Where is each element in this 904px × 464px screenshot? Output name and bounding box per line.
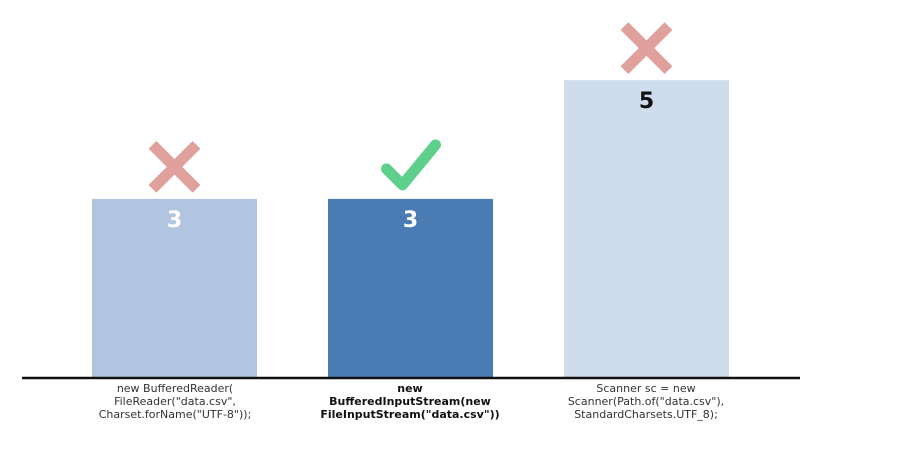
- category-label-1: new BufferedReader(FileReader("data.csv"…: [65, 382, 285, 421]
- bar-2: [328, 198, 493, 377]
- value-label-2: 3: [403, 208, 418, 233]
- category-label-line: new: [397, 382, 423, 395]
- category-label-line: BufferedInputStream(new: [329, 395, 491, 408]
- category-label-line: Scanner sc = new: [596, 382, 696, 395]
- category-label-line: Scanner(Path.of("data.csv"),: [567, 395, 725, 408]
- bar-3: [564, 80, 729, 378]
- value-label-3: 5: [639, 89, 654, 114]
- category-label-line: StandardCharsets.UTF_8);: [574, 408, 718, 421]
- category-label-2: new BufferedInputStream(new FileInputStrea…: [300, 382, 520, 421]
- value-label-1: 3: [167, 208, 182, 233]
- cross-icon: [620, 22, 673, 75]
- check-icon: [381, 139, 441, 191]
- category-label-3: Scanner sc = new Scanner(Path.of("data.cs…: [536, 382, 756, 421]
- bar-1: [92, 198, 257, 377]
- category-label-line: Charset.forName("UTF-8"));: [98, 408, 252, 421]
- category-label-line: FileInputStream("data.csv")): [320, 408, 500, 421]
- category-label-line: new BufferedReader(: [116, 382, 234, 395]
- category-label-line: FileReader("data.csv",: [114, 395, 236, 408]
- cross-icon: [148, 141, 201, 193]
